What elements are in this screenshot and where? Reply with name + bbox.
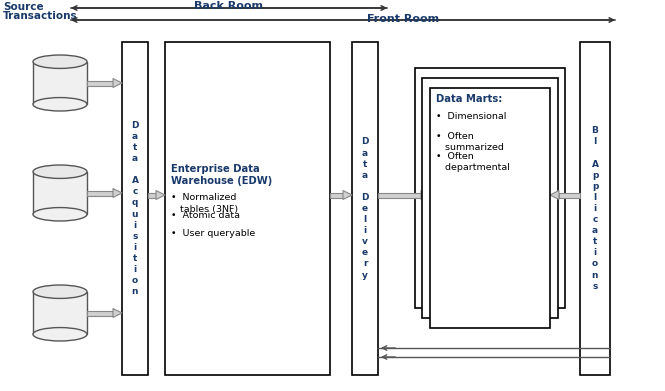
Ellipse shape xyxy=(33,328,87,341)
Bar xyxy=(87,310,113,316)
Bar xyxy=(33,172,87,214)
Text: •  Dimensional: • Dimensional xyxy=(436,112,506,121)
Ellipse shape xyxy=(33,285,87,298)
Ellipse shape xyxy=(33,165,87,178)
Text: •  User queryable: • User queryable xyxy=(171,230,255,239)
Text: D
a
t
a
 
D
e
l
i
v
e
r
y: D a t a D e l i v e r y xyxy=(361,137,369,280)
Polygon shape xyxy=(113,188,122,197)
Bar xyxy=(87,81,113,86)
Text: •  Often
   departmental: • Often departmental xyxy=(436,152,510,172)
Polygon shape xyxy=(421,190,430,199)
Polygon shape xyxy=(550,190,559,199)
Bar xyxy=(148,192,156,197)
Ellipse shape xyxy=(33,55,87,68)
Polygon shape xyxy=(343,190,352,199)
Bar xyxy=(430,88,550,328)
Text: Enterprise Data
Warehouse (EDW): Enterprise Data Warehouse (EDW) xyxy=(171,163,272,186)
Bar xyxy=(165,42,330,375)
Polygon shape xyxy=(113,308,122,317)
Text: Data Marts:: Data Marts: xyxy=(436,94,502,104)
Text: •  Normalized
   tables (3NF): • Normalized tables (3NF) xyxy=(171,194,238,213)
Polygon shape xyxy=(113,79,122,88)
Text: D
a
t
a
 
A
c
q
u
i
s
i
t
i
o
n: D a t a A c q u i s i t i o n xyxy=(131,121,139,296)
Bar xyxy=(580,42,610,375)
Bar xyxy=(33,62,87,104)
Bar xyxy=(422,78,558,318)
Text: B
I
 
A
p
p
l
i
c
a
t
i
o
n
s: B I A p p l i c a t i o n s xyxy=(591,126,599,291)
Text: Transactions: Transactions xyxy=(3,11,78,21)
Bar xyxy=(87,190,113,196)
Text: Source: Source xyxy=(3,2,44,12)
Bar xyxy=(122,42,148,375)
Polygon shape xyxy=(156,190,165,199)
Text: Front Room: Front Room xyxy=(367,14,439,24)
Bar xyxy=(352,42,378,375)
Bar xyxy=(33,292,87,334)
Bar xyxy=(415,68,565,308)
Text: •  Often
   summarized: • Often summarized xyxy=(436,132,504,152)
Bar xyxy=(378,192,421,197)
Bar xyxy=(330,192,343,197)
Ellipse shape xyxy=(33,98,87,111)
Text: •  Atomic data: • Atomic data xyxy=(171,212,240,221)
Ellipse shape xyxy=(33,208,87,221)
Text: Back Room: Back Room xyxy=(194,1,263,11)
Bar xyxy=(559,192,580,197)
